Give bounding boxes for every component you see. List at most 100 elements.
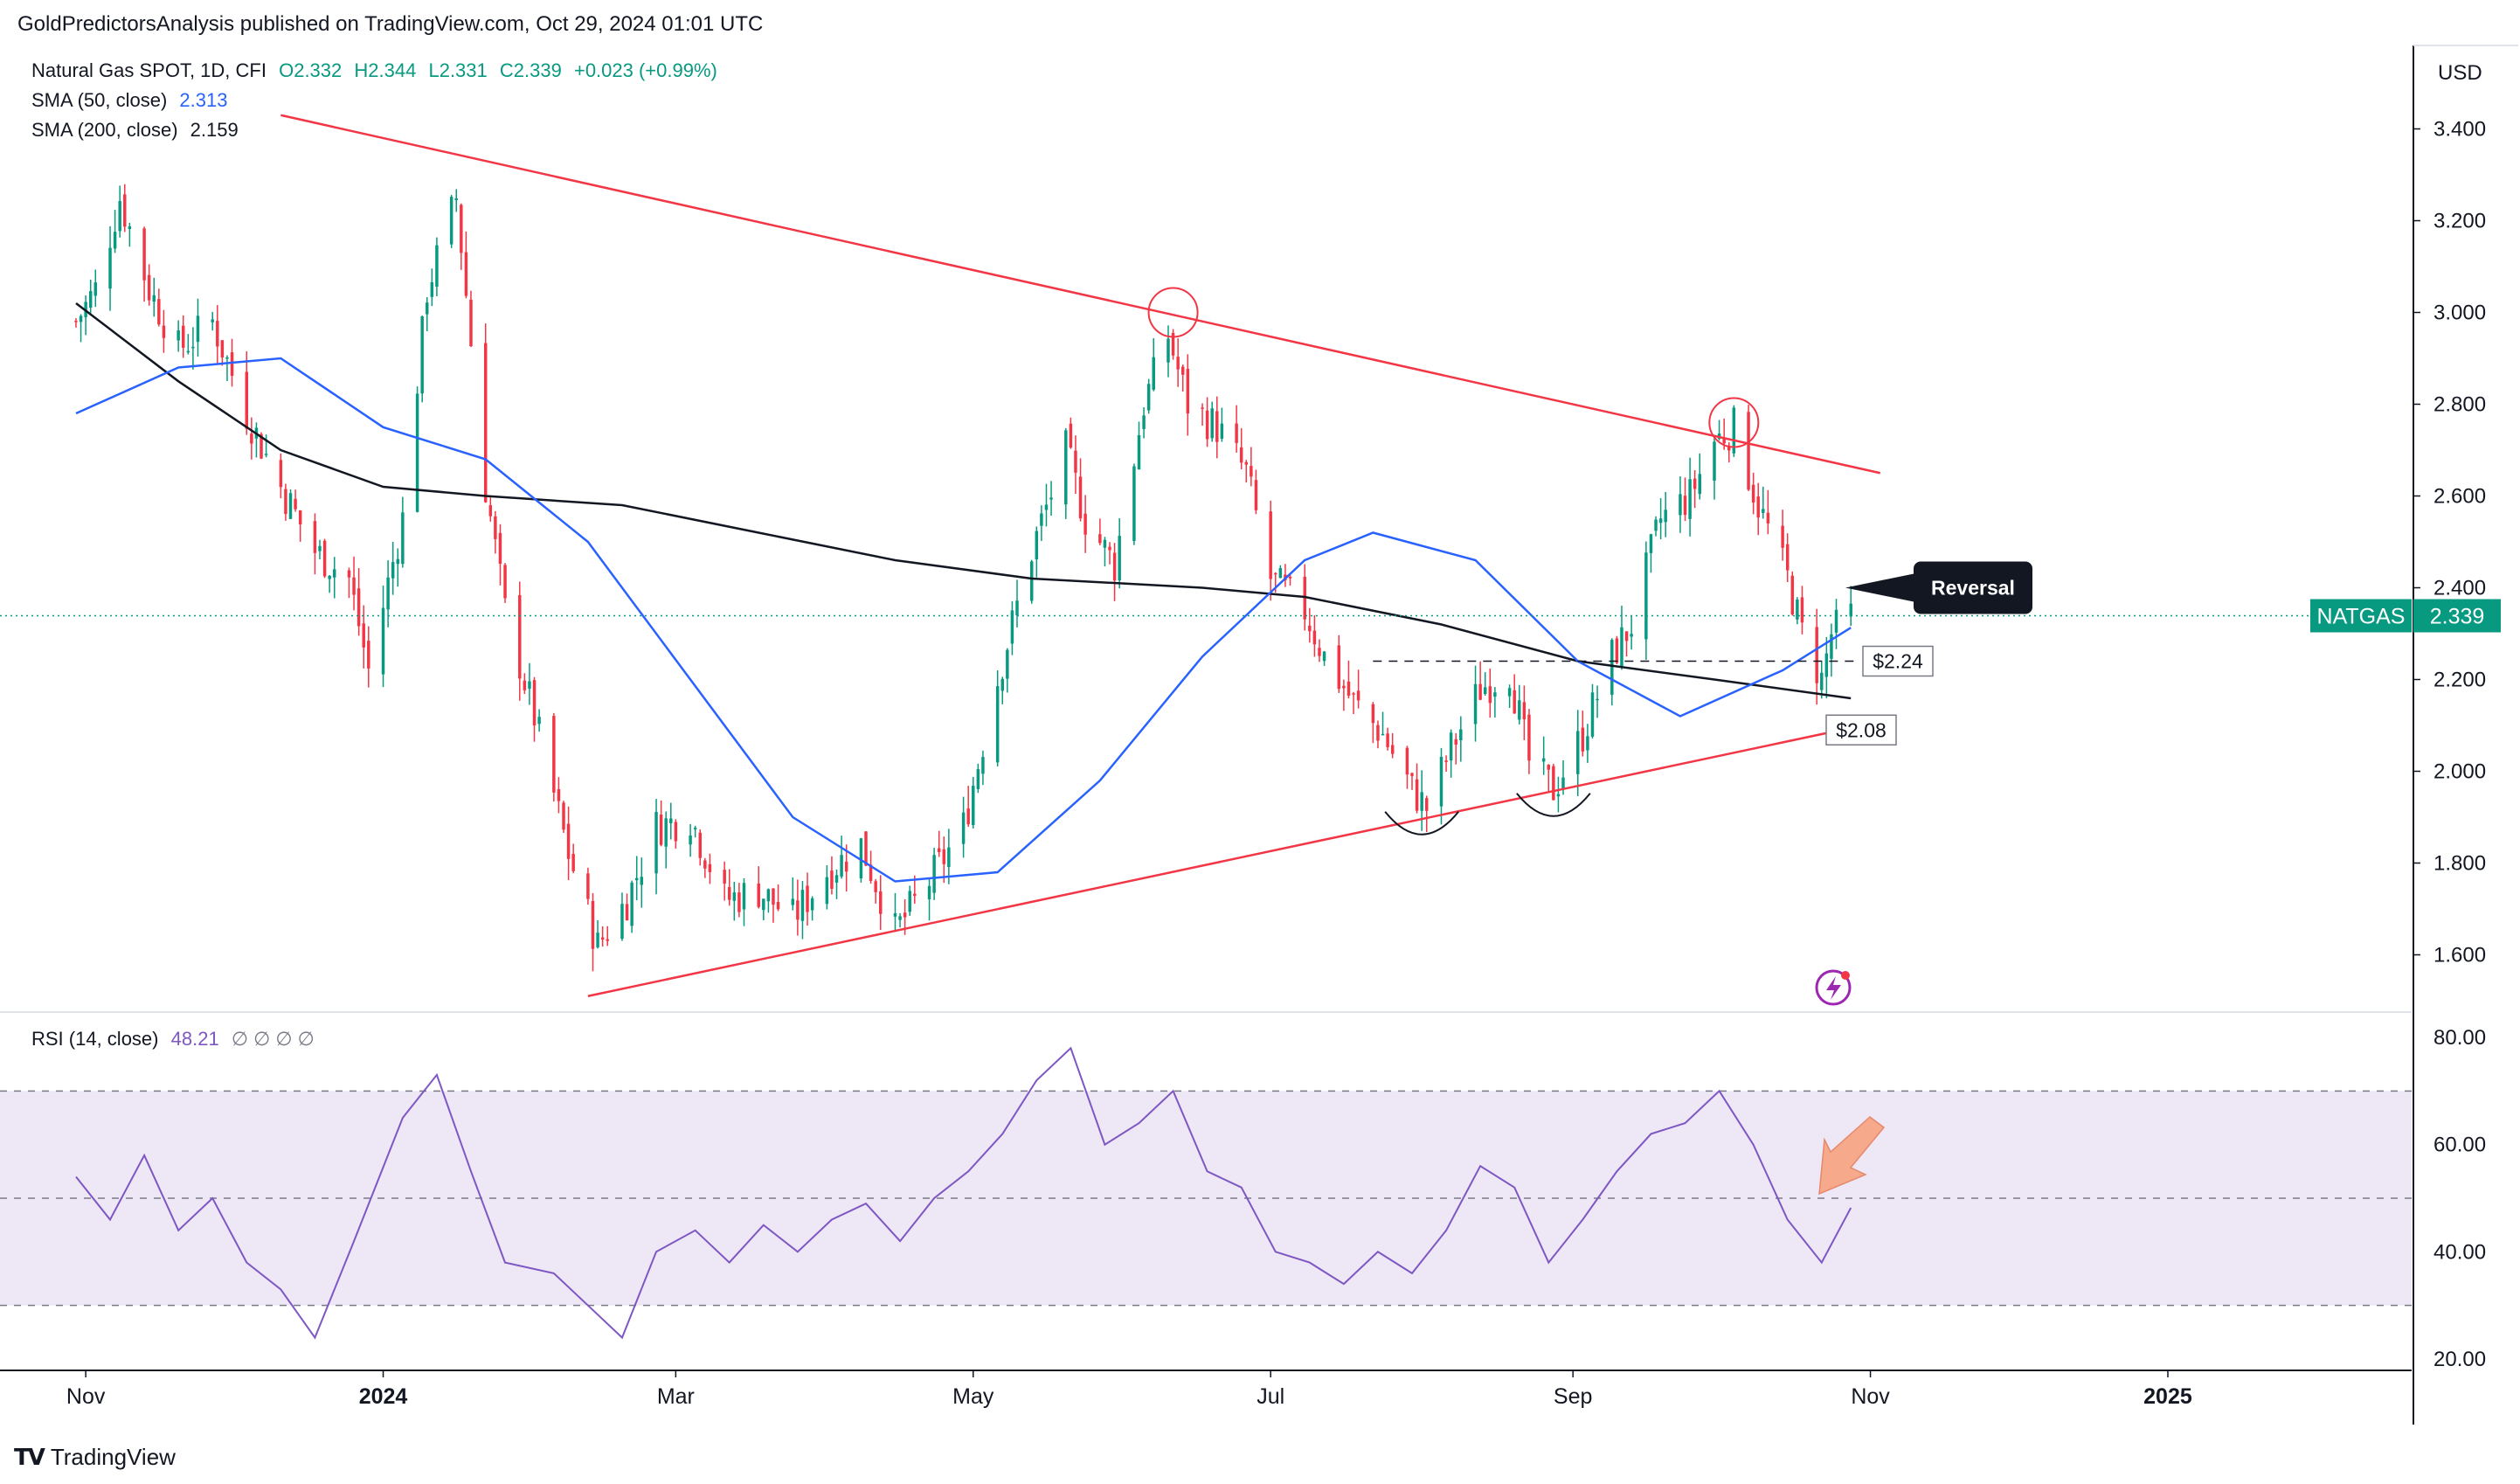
reversal-circle <box>1708 397 1760 448</box>
candle-body <box>1040 513 1043 526</box>
candle-body <box>1654 519 1658 531</box>
sma200-value: 2.159 <box>190 119 239 141</box>
candle-body <box>532 680 537 726</box>
candle-body <box>264 454 268 455</box>
tradingview-logo-icon: 𝗧𝗩 <box>14 1444 45 1470</box>
rsi-tick-label: 20.00 <box>2433 1348 2486 1371</box>
bottom-arc <box>1516 793 1591 817</box>
time-tick-label: May <box>952 1384 994 1409</box>
candle-body <box>810 898 814 911</box>
candle-body <box>981 757 985 774</box>
candle-body <box>1688 479 1692 519</box>
candle-body <box>879 891 883 914</box>
candle-body <box>1507 688 1512 697</box>
symbol-name[interactable]: Natural Gas SPOT, 1D, CFI <box>31 59 267 81</box>
last-price-value: 2.339 <box>2430 605 2485 629</box>
candle-body <box>1615 638 1619 663</box>
tradingview-brand[interactable]: 𝗧𝗩 TradingView <box>14 1444 176 1471</box>
candle-body <box>1215 411 1219 442</box>
candle-body <box>449 197 453 245</box>
bolt-icon-ring <box>1815 969 1852 1006</box>
candle-body <box>1415 779 1419 811</box>
price-tick-label: 2.800 <box>2433 393 2486 417</box>
candle-body <box>186 350 190 353</box>
candle-body <box>1420 792 1423 811</box>
time-tick-label: 2024 <box>359 1384 408 1409</box>
candle-body <box>1849 603 1852 617</box>
chart-grid <box>0 45 2518 1425</box>
candle-body <box>942 849 946 864</box>
sma200-legend[interactable]: SMA (200, close) 2.159 <box>31 119 239 142</box>
candle-body <box>152 295 156 302</box>
symbol-legend: Natural Gas SPOT, 1D, CFI O2.332 H2.344 … <box>31 59 717 82</box>
candle-body <box>766 889 771 902</box>
sma50-legend[interactable]: SMA (50, close) 2.313 <box>31 89 227 112</box>
candle-body <box>562 802 565 830</box>
candle-body <box>859 838 863 879</box>
candle-body <box>313 521 317 553</box>
support-label-208-box <box>1825 714 1897 745</box>
candle-body <box>586 873 590 899</box>
ohlc-change: +0.023 (+0.99%) <box>573 59 717 81</box>
support-label-224: $2.24 <box>1862 645 1934 677</box>
candle-body <box>972 785 975 826</box>
reversal-circle <box>1147 287 1199 338</box>
last-price-symbol-box <box>2310 599 2412 633</box>
currency-button[interactable]: USD <box>2438 61 2482 85</box>
candle-body <box>1815 627 1818 683</box>
candle-body <box>844 861 848 872</box>
last-price-tag[interactable]: NATGAS 2.339 <box>2310 599 2501 633</box>
candle-body <box>128 226 132 229</box>
candle-body <box>742 883 746 910</box>
candle-body <box>571 854 575 871</box>
candle-body <box>689 835 692 845</box>
candle-body <box>1210 408 1214 439</box>
candle-body <box>806 885 809 912</box>
candle-body <box>142 228 146 281</box>
candle-body <box>1010 610 1014 644</box>
ohlc-low: L2.331 <box>428 59 488 81</box>
candle-body <box>460 205 463 253</box>
candle-body <box>606 939 609 941</box>
candle-body <box>435 245 439 288</box>
candle-body <box>566 823 571 859</box>
candle-body <box>840 855 843 877</box>
bolt-icon <box>1815 969 1852 1006</box>
candle-body <box>1278 568 1283 579</box>
candle-body <box>1439 756 1443 807</box>
candle-body <box>1250 466 1253 477</box>
rsi-line <box>75 1046 1852 1340</box>
candle-body <box>177 329 180 341</box>
candle-body <box>401 512 405 565</box>
last-price-value-box <box>2413 599 2501 633</box>
candle-body <box>318 545 322 551</box>
candle-body <box>1732 407 1736 454</box>
candle-body <box>834 875 839 883</box>
candle-body <box>1171 332 1175 356</box>
candle-body <box>191 346 195 349</box>
candle-body <box>1747 412 1750 490</box>
candle-body <box>464 252 468 296</box>
candle-body <box>1239 447 1243 463</box>
reversal-text: Reversal <box>1931 577 2015 600</box>
candle-body <box>288 493 293 519</box>
candle-body <box>552 716 556 793</box>
rsi-legend[interactable]: RSI (14, close) 48.21 ∅ ∅ ∅ ∅ <box>31 1028 315 1051</box>
candle-body <box>1766 512 1770 524</box>
candle-body <box>708 863 712 872</box>
candle-body <box>903 912 907 918</box>
brand-label: TradingView <box>50 1444 176 1470</box>
candle-body <box>1180 366 1185 375</box>
price-layer <box>74 184 1852 972</box>
candle-body <box>1152 357 1155 390</box>
candle-body <box>898 916 902 920</box>
candle-body <box>800 890 805 921</box>
candle-body <box>1425 798 1429 811</box>
candle-body <box>1756 496 1760 518</box>
candle-body <box>1049 497 1053 500</box>
candle-body <box>913 893 917 897</box>
candle-body <box>537 717 541 725</box>
candle-body <box>1356 690 1360 701</box>
time-tick-label: 2025 <box>2143 1384 2192 1409</box>
